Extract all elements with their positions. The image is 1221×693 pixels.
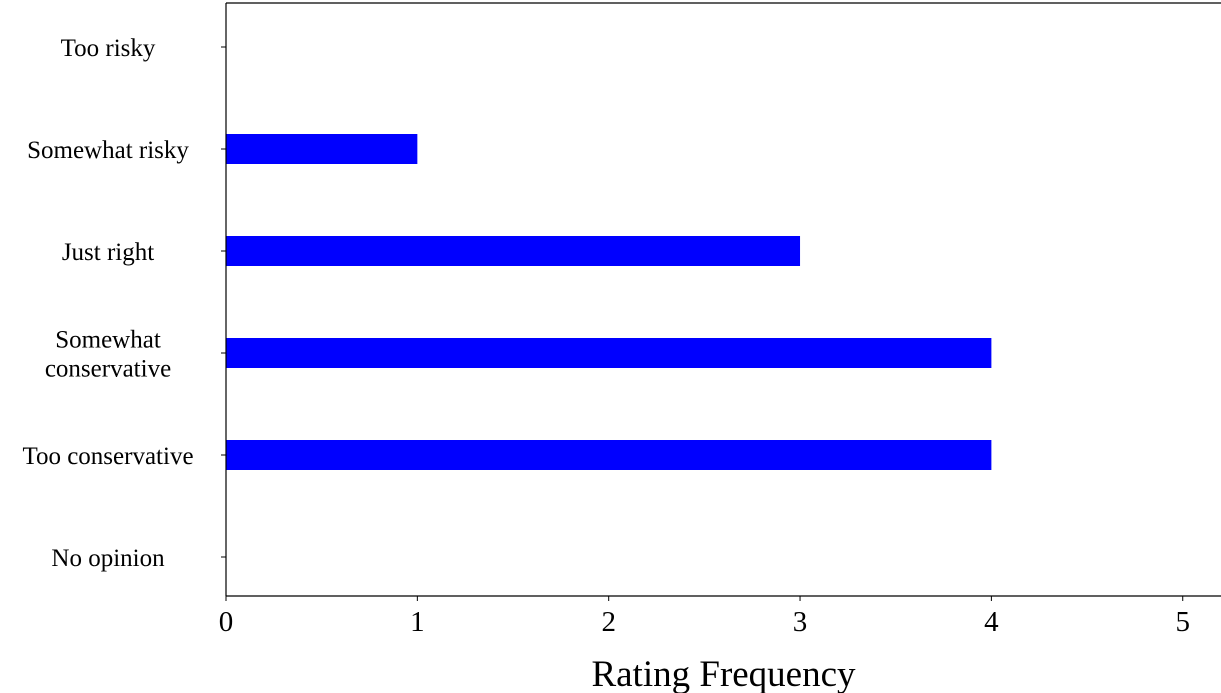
bar	[226, 440, 992, 470]
x-tick-label: 1	[410, 606, 425, 638]
y-axis: Too risky Somewhat risky Just right Somewha…	[22, 3, 227, 596]
x-axis: 0 1 2 3 4 5	[219, 2, 1221, 638]
bar	[226, 134, 418, 164]
y-tick-label: Too risky	[61, 35, 156, 62]
y-tick-label: Too conservative	[22, 443, 193, 470]
y-tick-label: No opinion	[51, 545, 165, 572]
y-tick-label: Somewhat risky	[27, 137, 189, 164]
x-tick-label: 2	[601, 606, 616, 638]
x-tick-label: 3	[793, 606, 808, 638]
bar	[226, 236, 801, 266]
x-tick-label: 0	[219, 606, 234, 638]
y-tick-label: Just right	[62, 239, 154, 266]
y-tick-label: Somewhat conservative	[45, 327, 171, 383]
bars	[226, 134, 992, 470]
bar	[226, 338, 992, 368]
x-axis-title: Rating Frequency	[591, 654, 856, 693]
x-tick-label: 5	[1175, 606, 1190, 638]
x-tick-label: 4	[984, 606, 999, 638]
